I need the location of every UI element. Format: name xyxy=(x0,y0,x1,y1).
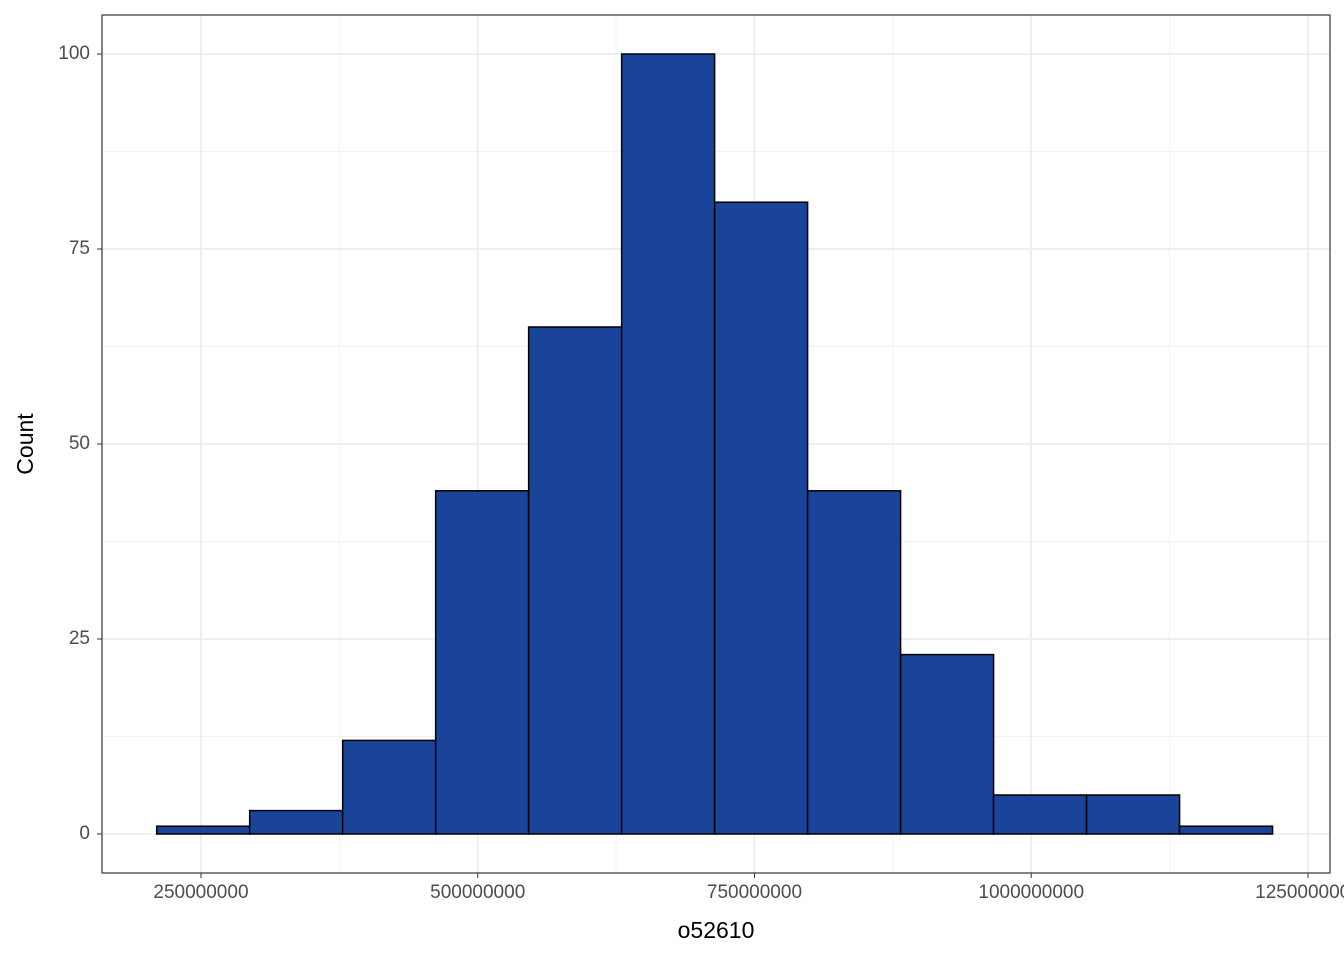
x-tick-label: 1250000000 xyxy=(1255,882,1344,903)
bar xyxy=(527,326,623,835)
y-tick-label: 25 xyxy=(69,628,90,649)
bar xyxy=(806,490,902,835)
bar xyxy=(992,794,1088,835)
x-tick-label: 250000000 xyxy=(153,882,248,903)
x-tick-label: 750000000 xyxy=(707,882,802,903)
y-axis-title: Count xyxy=(12,413,38,475)
bar xyxy=(248,809,344,835)
bar xyxy=(713,201,809,835)
panel-border xyxy=(101,14,1331,874)
y-tick-label: 0 xyxy=(79,823,90,844)
bar xyxy=(1178,825,1274,835)
x-axis-title: o52610 xyxy=(678,917,755,943)
y-tick-label: 50 xyxy=(69,433,90,454)
bar xyxy=(155,825,251,835)
bar xyxy=(341,739,437,835)
y-tick-label: 75 xyxy=(69,238,90,259)
x-tick-label: 500000000 xyxy=(430,882,525,903)
bar xyxy=(620,53,716,835)
bar xyxy=(1085,794,1181,835)
bar xyxy=(434,490,530,835)
y-tick-label: 100 xyxy=(58,43,90,64)
x-tick-label: 1000000000 xyxy=(978,882,1084,903)
bar xyxy=(899,653,995,835)
